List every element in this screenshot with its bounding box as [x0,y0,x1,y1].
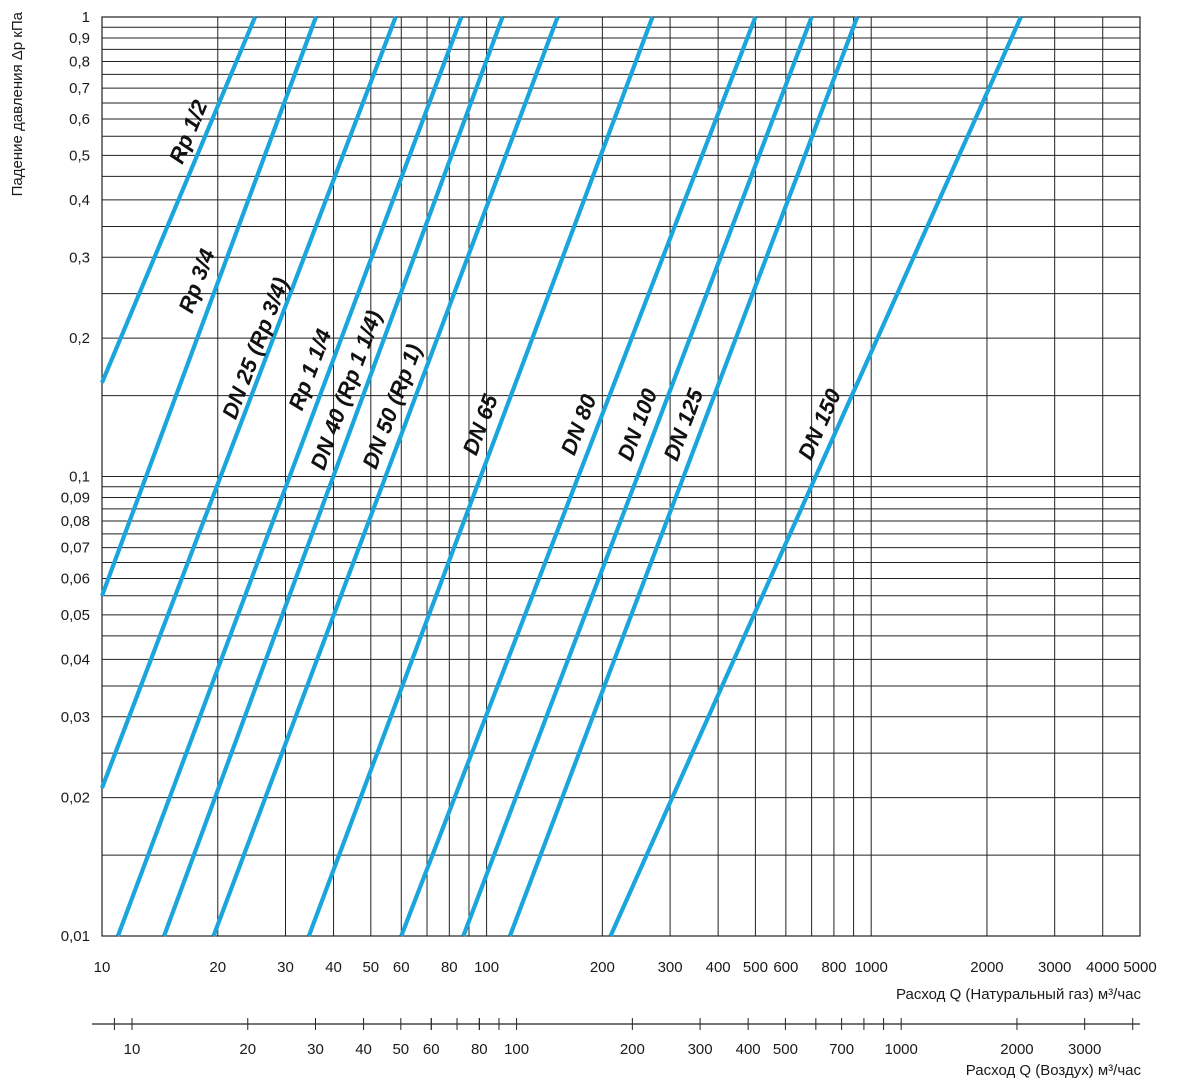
y-tick-label: 0,4 [69,192,90,209]
series-line [115,16,464,937]
y-tick-label: 0,02 [61,790,90,807]
series-label: Rp 3/4 [173,246,219,317]
air-axis-tick-label: 30 [307,1041,324,1058]
y-tick-label: 0,6 [69,111,90,128]
y-tick-label: 0,07 [61,540,90,557]
y-tick-label: 0,7 [69,80,90,97]
x-tick-labels: 10 20 30 40 50 60 80 100 200 300 400 500 600 800 1000 2… [94,959,1157,976]
x-tick-label: 500 [743,959,768,976]
air-axis-tick-label: 50 [392,1041,409,1058]
series-line [100,16,398,789]
x-tick-label: 80 [441,959,458,976]
air-axis-tick-label: 80 [471,1041,488,1058]
series-lines [100,16,1023,937]
y-tick-label: 0,06 [61,570,90,587]
air-axis-tick-label: 100 [504,1041,529,1058]
y-tick-label: 0,9 [69,30,90,47]
y-tick-label: 0,09 [61,490,90,507]
air-axis-tick-label: 60 [423,1041,440,1058]
y-tick-label: 0,08 [61,513,90,530]
air-axis-tick-label: 700 [829,1041,854,1058]
x-axis-title-air: Расход Q (Воздух) м³/час [966,1062,1142,1079]
air-axis-tick-label: 3000 [1068,1041,1101,1058]
series-line [306,16,655,937]
y-tick-label: 0,1 [69,469,90,486]
series-line [100,16,318,597]
x-tick-label: 20 [209,959,226,976]
x-tick-label: 400 [706,959,731,976]
air-axis-tick-label: 300 [688,1041,713,1058]
air-axis-tick-label: 1000 [884,1041,917,1058]
air-axis-tick-label: 40 [355,1041,372,1058]
y-tick-label: 1 [82,9,90,26]
y-tick-label: 0,05 [61,607,90,624]
air-axis-tick-label: 20 [239,1041,256,1058]
y-tick-label: 0,2 [69,330,90,347]
series-line [399,16,758,937]
series-line [100,16,257,384]
air-axis-tick-label: 2000 [1000,1041,1033,1058]
grid [101,16,1141,937]
series-line [211,16,560,937]
x-tick-label: 30 [277,959,294,976]
series-label: DN 80 [556,390,602,458]
series-line [507,16,860,937]
series-line [461,16,814,937]
x-tick-label: 50 [362,959,379,976]
y-tick-label: 0,8 [69,54,90,71]
series-label: DN 65 [458,390,504,458]
x-tick-label: 10 [94,959,111,976]
x-tick-label: 1000 [854,959,887,976]
x-tick-label: 5000 [1123,959,1156,976]
x-tick-label: 2000 [970,959,1003,976]
y-axis-title: Падение давления Δp кПа [9,11,26,196]
y-tick-label: 0,03 [61,709,90,726]
x-axis-title-gas: Расход Q (Натуральный газ) м³/час [896,986,1142,1003]
plot-frame [101,16,1141,937]
air-axis-tick-label: 400 [736,1041,761,1058]
series-label: DN 25 (Rp 3/4) [217,274,293,422]
series-line [162,16,505,937]
air-axis-tick-label: 10 [124,1041,141,1058]
x-tick-label: 40 [325,959,342,976]
x-tick-label: 60 [393,959,410,976]
x-tick-label: 800 [821,959,846,976]
y-tick-label: 0,5 [69,147,90,164]
y-tick-labels: 1 0,9 0,8 0,7 0,6 0,5 0,4 0,3 0,2 0,1 0,09 0,08 0,07… [61,9,90,945]
x-tick-label: 600 [773,959,798,976]
y-tick-label: 0,01 [61,928,90,945]
x-tick-label: 4000 [1086,959,1119,976]
y-tick-label: 0,04 [61,651,90,668]
x-tick-label: 3000 [1038,959,1071,976]
y-tick-label: 0,3 [69,249,90,266]
air-flow-axis: 10 20 30 40 50 60 80 100 200 300 400 500 700 1000 2000… [92,1018,1140,1058]
x-tick-label: 100 [474,959,499,976]
x-tick-label: 200 [590,959,615,976]
series-line [608,16,1023,937]
x-tick-label: 300 [658,959,683,976]
air-axis-tick-label: 200 [620,1041,645,1058]
air-axis-tick-label: 500 [773,1041,798,1058]
